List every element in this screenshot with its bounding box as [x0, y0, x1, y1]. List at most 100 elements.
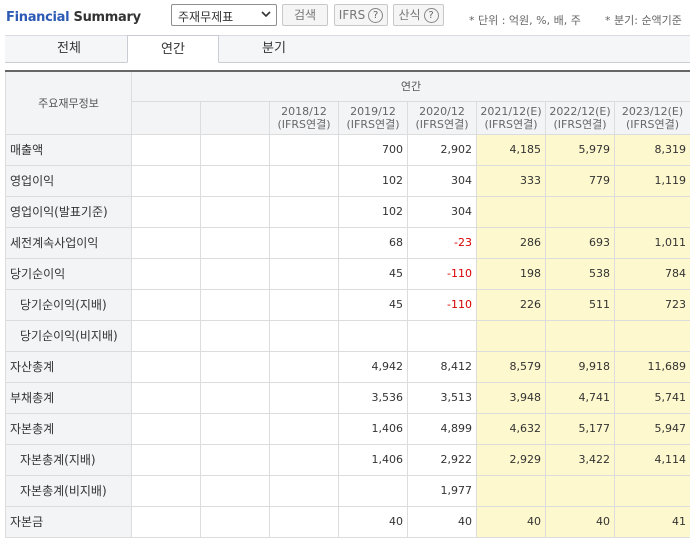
table-cell	[131, 474, 201, 507]
table-cell	[269, 412, 339, 445]
table-cell: -110	[407, 288, 477, 321]
formula-button[interactable]: 산식?	[393, 4, 444, 26]
table-cell: 1,406	[338, 443, 408, 476]
table-cell	[131, 319, 201, 352]
formula-button-label: 산식	[398, 8, 421, 22]
row-label: 자본총계(지배)	[5, 443, 132, 476]
period-note: * 분기: 순액기준	[605, 14, 682, 27]
title-accent: Financial	[6, 10, 70, 25]
ifrs-button[interactable]: IFRS?	[334, 4, 388, 26]
table-row: 자본금 40 40 40 40 41	[5, 505, 690, 538]
ifrs-button-label: IFRS	[338, 8, 366, 22]
column-period: 2021/12(E)	[480, 104, 542, 118]
table-row: 자산총계 4,942 8,412 8,579 9,918 11,689	[5, 350, 690, 383]
search-button-label: 검색	[293, 8, 317, 22]
table-cell	[269, 257, 339, 290]
table-cell: 41	[614, 505, 690, 538]
column-basis: (IFRS연결)	[346, 117, 400, 131]
table-cell: 693	[545, 226, 615, 259]
table-cell	[131, 257, 201, 290]
row-label: 자산총계	[5, 350, 132, 383]
table-cell: 198	[476, 257, 546, 290]
table-cell	[200, 133, 270, 166]
table-cell: 4,632	[476, 412, 546, 445]
table-cell	[200, 505, 270, 538]
table-cell: 226	[476, 288, 546, 321]
table-cell: 102	[338, 195, 408, 228]
table-cell: 723	[614, 288, 690, 321]
table-cell	[269, 505, 339, 538]
section-title: Financial Summary	[6, 10, 141, 25]
table-row: 자본총계(지배) 1,406 2,922 2,929 3,422 4,114	[5, 443, 690, 476]
table-row: 당기순이익 45 -110 198 538 784	[5, 257, 690, 290]
table-cell	[269, 195, 339, 228]
table-cell: 45	[338, 288, 408, 321]
table-cell: 40	[545, 505, 615, 538]
table-cell	[545, 474, 615, 507]
search-button[interactable]: 검색	[282, 4, 328, 26]
period-tabs: 전체 연간 분기	[5, 35, 690, 63]
row-label: 자본총계(비지배)	[5, 474, 132, 507]
table-row: 부채총계 3,536 3,513 3,948 4,741 5,741	[5, 381, 690, 414]
table-row: 세전계속사업이익 68 -23 286 693 1,011	[5, 226, 690, 259]
column-header	[200, 100, 270, 135]
statement-type-value: 주재무제표	[178, 10, 234, 24]
statement-type-select[interactable]: 주재무제표	[171, 4, 277, 26]
table-row: 매출액 700 2,902 4,185 5,979 8,319	[5, 133, 690, 166]
column-basis: (IFRS연결)	[415, 117, 469, 131]
table-cell	[269, 381, 339, 414]
tab-quarterly[interactable]: 분기	[228, 35, 320, 63]
table-cell: -110	[407, 257, 477, 290]
table-cell: 4,114	[614, 443, 690, 476]
table-cell: 333	[476, 164, 546, 197]
table-cell: 40	[338, 505, 408, 538]
row-label: 자본총계	[5, 412, 132, 445]
column-header	[131, 100, 201, 135]
table-cell: 700	[338, 133, 408, 166]
table-cell: 1,011	[614, 226, 690, 259]
column-basis: (IFRS연결)	[277, 117, 331, 131]
column-header: 2021/12(E) (IFRS연결)	[476, 100, 546, 135]
table-cell	[131, 505, 201, 538]
row-label: 세전계속사업이익	[5, 226, 132, 259]
table-cell	[476, 474, 546, 507]
table-cell	[200, 164, 270, 197]
column-header: 2020/12 (IFRS연결)	[407, 100, 477, 135]
table-cell	[545, 195, 615, 228]
table-cell: 5,177	[545, 412, 615, 445]
help-icon: ?	[368, 8, 384, 23]
chevron-down-icon	[261, 11, 271, 18]
column-period: 2018/12	[281, 104, 327, 118]
corner-header: 주요재무정보	[5, 70, 132, 135]
table-cell	[269, 226, 339, 259]
column-header: 2023/12(E) (IFRS연결)	[614, 100, 690, 135]
table-cell: 4,741	[545, 381, 615, 414]
table-cell	[269, 350, 339, 383]
help-icon: ?	[423, 8, 439, 23]
table-cell	[338, 474, 408, 507]
table-cell	[200, 226, 270, 259]
row-label: 영업이익(발표기준)	[5, 195, 132, 228]
table-cell: 2,929	[476, 443, 546, 476]
title-rest: Summary	[69, 10, 142, 25]
financial-summary-table: 주요재무정보 연간 2018/12 (IFRS연결) 2019/12 (IFRS연결)…	[5, 70, 690, 538]
tab-label: 전체	[57, 41, 81, 56]
column-basis: (IFRS연결)	[553, 117, 607, 131]
column-period: 2023/12(E)	[621, 104, 684, 118]
table-cell: 286	[476, 226, 546, 259]
table-cell	[476, 319, 546, 352]
table-cell: 9,918	[545, 350, 615, 383]
table-cell: 3,513	[407, 381, 477, 414]
tab-all[interactable]: 전체	[23, 35, 115, 63]
unit-note: * 단위 : 억원, %, 배, 주	[469, 14, 581, 27]
table-cell	[200, 319, 270, 352]
table-cell	[131, 412, 201, 445]
table-cell: 1,406	[338, 412, 408, 445]
table-cell: -23	[407, 226, 477, 259]
table-cell: 8,319	[614, 133, 690, 166]
column-period: 2020/12	[419, 104, 465, 118]
column-header: 2022/12(E) (IFRS연결)	[545, 100, 615, 135]
table-cell: 40	[476, 505, 546, 538]
row-label: 자본금	[5, 505, 132, 538]
tab-annual[interactable]: 연간	[127, 35, 219, 63]
